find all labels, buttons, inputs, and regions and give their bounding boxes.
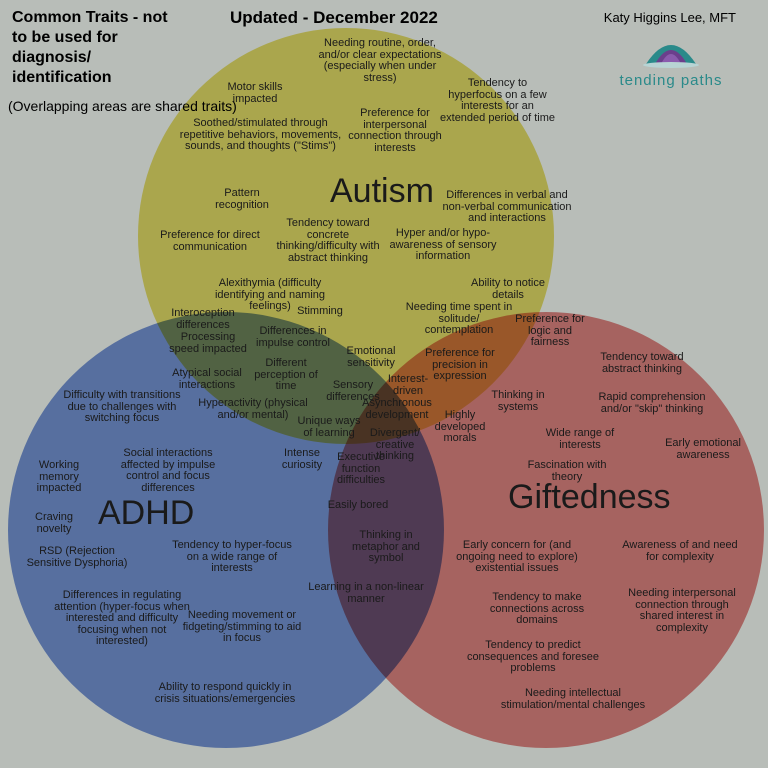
trait-text: Difficulty with transitions due to chall… xyxy=(62,390,182,425)
trait-text: Tendency toward abstract thinking xyxy=(592,352,692,375)
trait-text: Atypical social interactions xyxy=(162,368,252,391)
trait-text: Unique ways of learning xyxy=(294,416,364,439)
trait-text: Tendency to hyperfocus on a few interest… xyxy=(440,78,555,124)
trait-text: Interest-driven xyxy=(378,374,438,397)
trait-text: Needing routine, order, and/or clear exp… xyxy=(310,38,450,84)
circle-title-adhd: ADHD xyxy=(98,494,194,533)
trait-text: Ability to respond quickly in crisis sit… xyxy=(150,682,300,705)
trait-text: Executive function difficulties xyxy=(326,452,396,487)
trait-text: Early emotional awareness xyxy=(658,438,748,461)
trait-text: RSD (Rejection Sensitive Dysphoria) xyxy=(22,546,132,569)
trait-text: Learning in a non-linear manner xyxy=(306,582,426,605)
trait-text: Preference for logic and fairness xyxy=(510,314,590,349)
trait-text: Differences in regulating attention (hyp… xyxy=(52,590,192,648)
trait-text: Fascination with theory xyxy=(512,460,622,483)
trait-text: Differences in verbal and non-verbal com… xyxy=(442,190,572,225)
trait-text: Hyper and/or hypo-awareness of sensory i… xyxy=(388,228,498,263)
trait-text: Soothed/stimulated through repetitive be… xyxy=(178,118,343,153)
trait-text: Craving novelty xyxy=(24,512,84,535)
title-note: Common Traits - not to be used for diagn… xyxy=(12,8,182,88)
author-text: Katy Higgins Lee, MFT xyxy=(604,10,736,25)
trait-text: Easily bored xyxy=(318,500,398,512)
trait-text: Emotional sensitivity xyxy=(336,346,406,369)
brand-logo: tending paths xyxy=(606,34,736,89)
trait-text: Needing time spent in solitude/ contempl… xyxy=(404,302,514,337)
updated-text: Updated - December 2022 xyxy=(230,8,438,28)
trait-text: Different perception of time xyxy=(246,358,326,393)
trait-text: Processing speed impacted xyxy=(168,332,248,355)
trait-text: Needing interpersonal connection through… xyxy=(622,588,742,634)
trait-text: Social interactions affected by impulse … xyxy=(108,448,228,494)
trait-text: Early concern for (and ongoing need to e… xyxy=(452,540,582,575)
trait-text: Needing movement or fidgeting/stimming t… xyxy=(182,610,302,645)
trait-text: Intense curiosity xyxy=(272,448,332,471)
trait-text: Tendency to make connections across doma… xyxy=(472,592,602,627)
trait-text: Wide range of interests xyxy=(530,428,630,451)
trait-text: Preference for interpersonal connection … xyxy=(340,108,450,154)
trait-text: Stimming xyxy=(290,306,350,318)
trait-text: Rapid comprehension and/or "skip" thinki… xyxy=(582,392,722,415)
trait-text: Ability to notice details xyxy=(468,278,548,301)
trait-text: Motor skills impacted xyxy=(215,82,295,105)
circle-title-giftedness: Giftedness xyxy=(508,478,671,517)
trait-text: Preference for direct communication xyxy=(160,230,260,253)
trait-text: Hyperactivity (physical and/or mental) xyxy=(198,398,308,421)
brand-text: tending paths xyxy=(606,72,736,89)
trait-text: Differences in impulse control xyxy=(248,326,338,349)
logo-icon xyxy=(641,34,701,70)
trait-text: Tendency to hyper-focus on a wide range … xyxy=(172,540,292,575)
trait-text: Asynchronous development xyxy=(352,398,442,421)
trait-text: Working memory impacted xyxy=(24,460,94,495)
trait-text: Thinking in metaphor and symbol xyxy=(336,530,436,565)
trait-text: Tendency toward concrete thinking/diffic… xyxy=(268,218,388,264)
trait-text: Interoception differences xyxy=(158,308,248,331)
trait-text: Tendency to predict consequences and for… xyxy=(458,640,608,675)
trait-text: Awareness of and need for complexity xyxy=(620,540,740,563)
trait-text: Pattern recognition xyxy=(202,188,282,211)
circle-title-autism: Autism xyxy=(330,172,434,211)
trait-text: Needing intellectual stimulation/mental … xyxy=(498,688,648,711)
